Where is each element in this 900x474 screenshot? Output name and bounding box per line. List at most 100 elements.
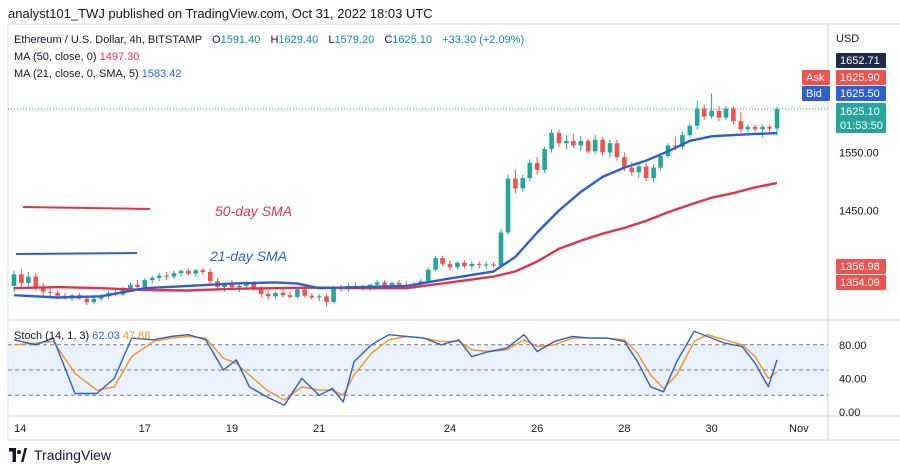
candle-body [534, 162, 540, 170]
candle-body [513, 178, 518, 189]
candle-body [374, 282, 380, 285]
candle-body [295, 289, 300, 297]
candle-body [396, 283, 402, 285]
currency-label: USD [836, 33, 859, 45]
ma21-axis-label-bg [836, 275, 886, 290]
candle-body [273, 292, 278, 297]
open-label: O [212, 34, 221, 46]
candle-body [258, 288, 264, 295]
candle-body [302, 289, 308, 296]
time-tick-label: 19 [226, 423, 238, 435]
candle-body [171, 273, 177, 277]
time-tick-label: 24 [444, 423, 456, 435]
ma50-legend-value: 1497.30 [99, 51, 140, 63]
last-price-label: 1625.10 [840, 106, 880, 118]
open-value: 1591.40 [220, 34, 261, 46]
ma50-axis-label: 1356.98 [840, 261, 880, 273]
candle-body [760, 126, 765, 130]
candle-body [687, 125, 693, 136]
ma50-axis-label-bg [836, 259, 886, 274]
time-tick-label: Nov [789, 423, 809, 435]
candle-body [382, 282, 387, 286]
candle-body [738, 121, 744, 130]
candle-body [19, 274, 24, 283]
candle-body [600, 139, 605, 153]
candle-body [752, 126, 758, 130]
candle-body [476, 263, 482, 266]
stoch-k-value: 62.03 [92, 330, 120, 342]
candle-body [673, 145, 678, 147]
candle-body [331, 288, 336, 303]
candle-body [556, 132, 562, 144]
candle-body [592, 139, 598, 152]
candle-body [694, 108, 700, 126]
high-label: H [270, 34, 279, 46]
stoch-tick-label: 80.00 [839, 340, 867, 352]
candle-body [716, 110, 722, 118]
candle-body [520, 178, 526, 189]
stoch-d-value: 47.88 [122, 330, 151, 342]
candle-body [193, 270, 199, 274]
candle-body [287, 295, 293, 297]
tradingview-brand: TradingView [34, 447, 112, 463]
stoch-tick-label: 0.00 [839, 407, 860, 419]
candle-body [564, 140, 569, 144]
candle-body [680, 135, 685, 147]
candle-body [91, 298, 97, 303]
price-label-high-bg [836, 53, 886, 68]
candle-body [622, 157, 627, 168]
ask-price-label: 1625.90 [840, 72, 880, 84]
time-tick-label: 21 [313, 423, 325, 435]
candle-body [440, 258, 445, 264]
ma21-legend-value: 1583.42 [141, 68, 182, 80]
ask-tag: Ask [806, 72, 825, 84]
stoch-tick-label: 40.00 [839, 373, 867, 385]
candle-body [55, 292, 60, 296]
bid-tag-bg [802, 86, 830, 101]
candle-body [527, 162, 533, 179]
candle-body [84, 298, 90, 303]
candle-body [571, 140, 576, 146]
ma50-line [13, 181, 778, 292]
sma50-sample-line [22, 206, 151, 210]
candle-body [309, 295, 315, 298]
candle-body [469, 263, 475, 267]
candle-body [491, 264, 496, 266]
publish-header: analyst101_TWJ published on TradingView.… [8, 6, 433, 21]
symbol-label: Ethereum / U.S. Dollar, 4h, BITSTAMP [14, 34, 202, 46]
candle-body [128, 284, 133, 290]
candle-body [222, 284, 227, 288]
high-value: 1629.40 [278, 34, 319, 46]
candle-body [33, 276, 39, 288]
candle-body [433, 258, 438, 270]
candle-body [265, 294, 271, 297]
countdown-label: 01:53:50 [840, 120, 883, 132]
ask-price-label-bg [836, 70, 886, 85]
candle-body [455, 262, 460, 268]
candle-body [767, 126, 772, 129]
tradingview-footer[interactable]: TradingView [8, 447, 111, 463]
tradingview-logo-icon [9, 448, 27, 462]
candle-body [135, 284, 140, 288]
candle-body [636, 166, 642, 173]
candle-body [723, 108, 729, 118]
candle-body [425, 269, 431, 282]
price-tick-label: 1450.00 [839, 206, 879, 218]
candle-body [745, 126, 751, 130]
stoch-legend-label: Stoch (14, 1, 3) [14, 330, 90, 342]
candle-body [483, 264, 489, 266]
bid-tag: Bid [806, 88, 822, 100]
time-tick-label: 26 [531, 423, 543, 435]
candle-body [280, 292, 286, 296]
candle-body [200, 270, 206, 272]
candle-body [658, 155, 663, 168]
candle-body [251, 283, 257, 289]
ma50-legend: MA (50, close, 0) 1497.30 [14, 51, 139, 63]
ma21-legend: MA (21, close, 0, SMA, 5) 1583.42 [14, 68, 182, 80]
low-value: 1579.20 [334, 34, 375, 46]
candle-body [643, 166, 649, 179]
change-value: +33.30 (+2.09%) [442, 34, 525, 46]
sma21-annotation: 21-day SMA [209, 248, 287, 264]
candle-body [316, 296, 322, 298]
